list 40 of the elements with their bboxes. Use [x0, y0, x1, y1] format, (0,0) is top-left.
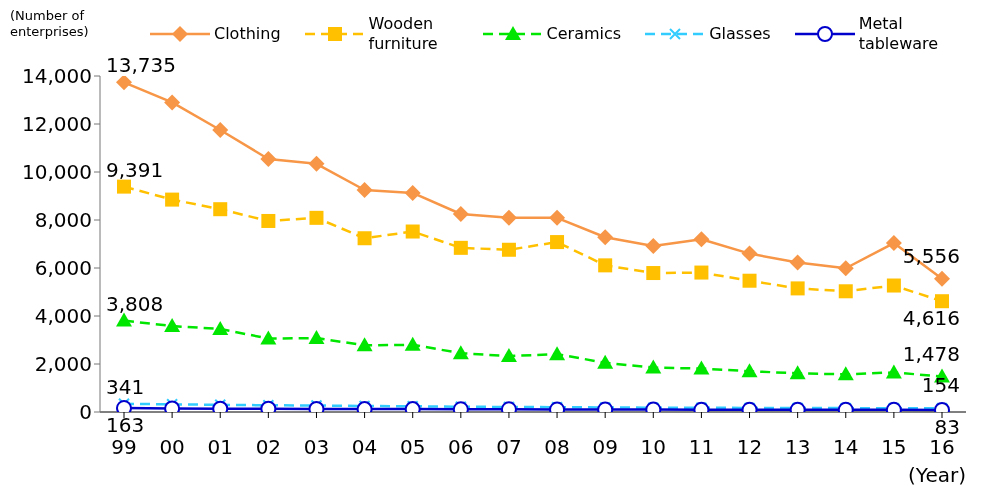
x-tick-label: 13	[784, 435, 811, 460]
y-tick-label: 12,000	[22, 112, 92, 137]
data-label: 9,391	[106, 157, 164, 182]
y-tick-label: 8,000	[34, 208, 92, 233]
x-tick-label: 11	[688, 435, 715, 460]
data-label: 154	[921, 373, 960, 398]
x-tick-label: 02	[255, 435, 282, 460]
x-tick-label: 15	[881, 435, 907, 460]
x-tick-label: 08	[544, 435, 570, 460]
x-tick-label: 00	[159, 435, 185, 460]
data-label: 1,478	[902, 341, 960, 366]
x-tick-label: 99	[111, 435, 137, 460]
x-tick-label: 01	[207, 435, 233, 460]
y-tick-label: 6,000	[34, 256, 92, 281]
y-axis-title: (Number of enterprises)	[10, 8, 90, 40]
x-tick-label: 12	[736, 435, 763, 460]
x-tick-label: 04	[351, 435, 378, 460]
legend-label: Glasses	[709, 24, 771, 44]
data-label: 3,808	[106, 291, 164, 316]
x-axis-title: (Year)	[908, 463, 966, 486]
x-tick-label: 14	[833, 435, 859, 460]
legend-label: Clothing	[214, 24, 281, 44]
x-tick-label: 06	[448, 435, 474, 460]
x-tick-label: 05	[399, 435, 426, 460]
legend-label: Ceramics	[546, 24, 622, 44]
x-tick-label: 10	[640, 435, 667, 460]
y-tick-label: 2,000	[34, 352, 92, 377]
y-tick-label: 0	[79, 400, 92, 425]
y-tick-label: 14,000	[22, 64, 92, 89]
x-tick-label: 07	[496, 435, 522, 460]
data-label: 341	[106, 374, 145, 399]
x-tick-label: 03	[303, 435, 330, 460]
legend-label: Wooden furniture	[368, 14, 439, 54]
y-tick-label: 10,000	[22, 160, 92, 185]
y-tick-label: 4,000	[34, 304, 92, 329]
data-label: 4,616	[902, 306, 960, 331]
legend-label: Metal tableware	[858, 14, 940, 54]
data-label: 163	[106, 413, 145, 438]
data-label: 13,735	[106, 53, 176, 78]
x-tick-label: 09	[592, 435, 618, 460]
